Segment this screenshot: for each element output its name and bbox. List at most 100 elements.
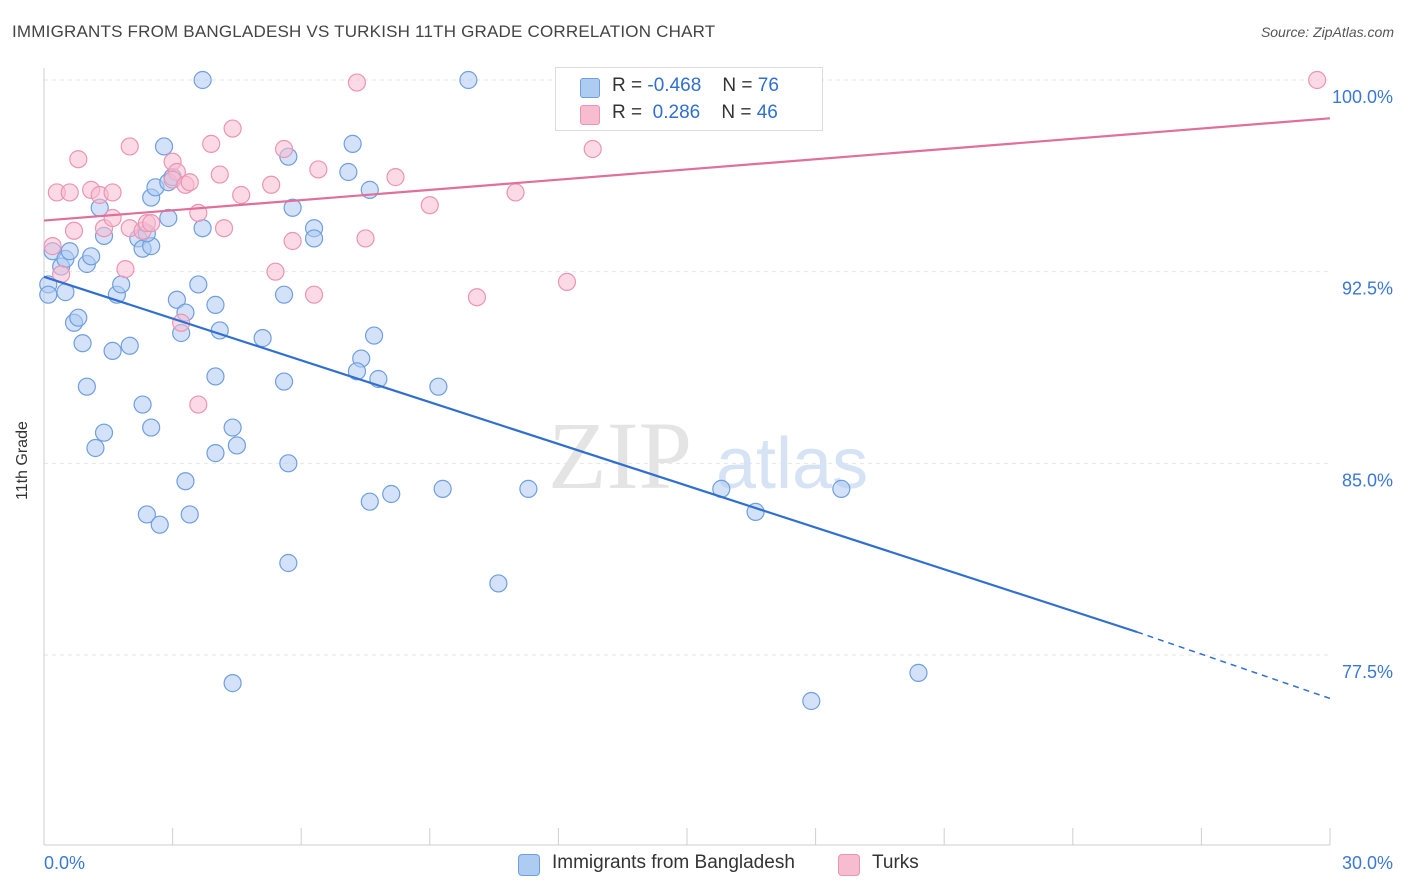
- bottom-legend-label-bangladesh: Immigrants from Bangladesh: [552, 852, 795, 873]
- point-bangladesh: [167, 290, 186, 309]
- point-turks: [223, 119, 242, 138]
- point-bangladesh: [304, 229, 324, 248]
- point-turks: [420, 196, 439, 215]
- point-bangladesh: [429, 377, 448, 396]
- point-bangladesh: [103, 341, 122, 360]
- point-bangladesh: [253, 329, 272, 348]
- point-bangladesh: [112, 275, 131, 294]
- point-turks: [64, 221, 84, 240]
- point-bangladesh: [180, 505, 199, 524]
- point-turks: [347, 73, 367, 92]
- axes: [43, 68, 1331, 846]
- point-turks: [189, 395, 208, 414]
- point-bangladesh: [433, 479, 452, 498]
- point-bangladesh: [227, 436, 246, 455]
- point-bangladesh: [176, 472, 195, 491]
- y-tick-label: 100.0%: [1332, 87, 1393, 107]
- legend-n-label: N =: [721, 102, 752, 123]
- legend-n-value: 76: [757, 75, 779, 96]
- point-bangladesh: [489, 574, 508, 593]
- trend-line-bangladesh: [43, 275, 1138, 634]
- point-bangladesh: [73, 334, 92, 353]
- legend-r-value: -0.468: [647, 75, 702, 96]
- point-turks: [304, 285, 324, 304]
- legend-n-value: 46: [756, 102, 778, 123]
- point-bangladesh: [82, 247, 101, 266]
- point-turks: [356, 229, 375, 248]
- legend-r-label: R =: [612, 102, 643, 123]
- point-bangladesh: [802, 691, 821, 711]
- point-bangladesh: [909, 663, 928, 682]
- y-axis-label: 11th Grade: [14, 421, 31, 500]
- point-turks: [266, 262, 285, 281]
- point-turks: [506, 183, 525, 202]
- point-turks: [232, 185, 251, 205]
- point-turks: [386, 168, 405, 187]
- x-tick-label: 30.0%: [1342, 853, 1393, 873]
- point-bangladesh: [39, 285, 58, 304]
- trend-line-bangladesh-extension: [1136, 631, 1331, 700]
- point-bangladesh: [86, 438, 105, 458]
- point-turks: [103, 208, 122, 228]
- point-bangladesh: [459, 70, 478, 90]
- point-turks: [557, 272, 577, 291]
- point-bangladesh: [189, 275, 208, 294]
- point-turks: [180, 173, 199, 192]
- y-tick-label: 92.5%: [1342, 279, 1393, 299]
- point-bangladesh: [339, 162, 358, 182]
- y-tick-label: 85.0%: [1342, 470, 1393, 490]
- x-tick-label: 0.0%: [44, 853, 85, 873]
- point-bangladesh: [60, 242, 79, 261]
- point-turks: [69, 150, 88, 169]
- point-bangladesh: [832, 479, 851, 498]
- legend-r-label: R =: [612, 75, 643, 96]
- point-bangladesh: [382, 484, 401, 504]
- point-bangladesh: [206, 367, 225, 386]
- point-bangladesh: [69, 308, 88, 327]
- stats-legend: R = -0.468 N = 76 R = 0.286 N = 46: [555, 67, 823, 131]
- data-points: [39, 70, 1327, 711]
- point-bangladesh: [120, 336, 139, 355]
- tick-labels: 77.5% 85.0% 92.5% 100.0% 0.0% 30.0%: [44, 87, 1393, 873]
- chart-title: IMMIGRANTS FROM BANGLADESH VS TURKISH 11…: [12, 22, 716, 41]
- point-turks: [214, 219, 234, 238]
- point-bangladesh: [360, 492, 379, 511]
- point-bangladesh: [133, 395, 152, 414]
- point-bangladesh: [343, 134, 362, 153]
- grid-lines: [44, 79, 1330, 656]
- point-bangladesh: [193, 219, 212, 238]
- point-turks: [467, 288, 487, 307]
- point-bangladesh: [142, 418, 161, 437]
- point-turks: [283, 231, 302, 251]
- point-turks: [172, 313, 191, 332]
- point-turks: [43, 237, 62, 256]
- point-bangladesh: [223, 674, 242, 693]
- point-bangladesh: [154, 137, 174, 156]
- source-label: Source: ZipAtlas.com: [1260, 24, 1394, 40]
- point-bangladesh: [77, 377, 96, 396]
- point-bangladesh: [279, 454, 298, 473]
- y-tick-label: 77.5%: [1342, 662, 1393, 682]
- point-bangladesh: [94, 423, 114, 442]
- point-bangladesh: [206, 444, 225, 463]
- point-bangladesh: [274, 285, 294, 304]
- bottom-legend-swatch-bangladesh: [518, 854, 540, 876]
- point-bangladesh: [283, 198, 302, 217]
- legend-swatch-turks: [580, 105, 600, 125]
- legend-n-label: N =: [722, 75, 753, 96]
- point-turks: [274, 139, 294, 159]
- bottom-legend-swatch-turks: [838, 854, 860, 876]
- point-turks: [103, 183, 122, 202]
- trend-line-turks: [43, 117, 1331, 222]
- point-bangladesh: [274, 372, 294, 391]
- legend-r-value: 0.286: [652, 102, 701, 123]
- point-bangladesh: [279, 553, 298, 573]
- point-turks: [116, 260, 135, 279]
- point-bangladesh: [193, 70, 212, 90]
- point-turks: [60, 183, 79, 202]
- point-turks: [583, 139, 602, 159]
- point-turks: [120, 137, 139, 156]
- watermark: ZIP atlas: [548, 402, 868, 509]
- point-turks: [210, 165, 229, 184]
